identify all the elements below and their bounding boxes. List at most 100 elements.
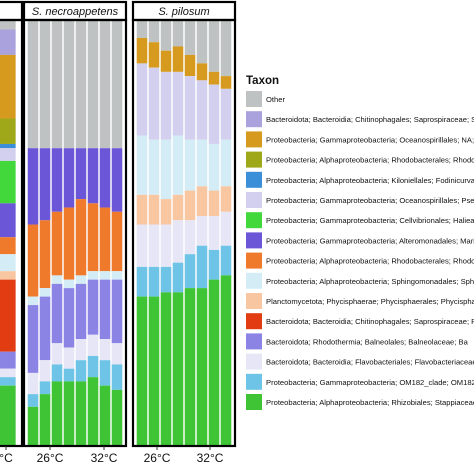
bar-segment [208, 249, 220, 280]
bar-segment [0, 237, 16, 255]
legend-entry: Proteobacteria; Alphaproteobacteria; Rhi… [246, 394, 474, 410]
bar-segment [0, 203, 16, 238]
panel-background [133, 20, 235, 446]
bar-segment [160, 292, 172, 445]
bar-segment [172, 292, 184, 445]
bar-segment [39, 220, 51, 289]
bar-segment [51, 211, 63, 276]
bar-segment [0, 271, 16, 280]
legend-entry: Bacteroidota; Bacteroidia; Chitinophagal… [246, 313, 474, 330]
bar-segment [196, 186, 208, 217]
bar-segment [136, 63, 148, 136]
bar-segment [63, 347, 75, 369]
bar-segment [99, 279, 111, 339]
bar-segment [196, 63, 208, 81]
bar-segment [172, 262, 184, 293]
bar-segment [0, 143, 16, 149]
bar-segment [87, 334, 99, 356]
bar-segment [51, 21, 63, 149]
legend-label: Proteobacteria; Alphaproteobacteria; Sph… [266, 277, 474, 286]
strip-frame [131, 0, 237, 22]
bar-segment [220, 76, 232, 89]
legend-entry: Proteobacteria; Alphaproteobacteria; Sph… [246, 272, 474, 289]
strip-frame [22, 0, 128, 22]
bar-segment [160, 266, 172, 293]
bar-segment [220, 88, 232, 140]
legend-swatch [246, 293, 262, 309]
bar-segment [184, 190, 196, 221]
legend-entry: Planctomycetota; Phycisphaerae; Phycisph… [246, 293, 474, 309]
bar-segment [0, 54, 16, 119]
bar-segment [75, 21, 87, 149]
bar-segment [136, 194, 148, 225]
panel-2: S. pilosum 26°C 32°C [131, 0, 237, 465]
bar-segment [208, 21, 220, 72]
bar-segment [148, 194, 160, 225]
legend-label: Bacteroidota; Bacteroidia; Chitinophagal… [266, 115, 474, 124]
bar-segment [27, 305, 39, 373]
bar-segment [148, 67, 160, 140]
bar-segment [136, 296, 148, 445]
bar-segment [87, 355, 99, 378]
bar-segment [160, 21, 172, 51]
bar-segment [111, 364, 123, 390]
bar-segment [0, 385, 16, 445]
bar-segment [160, 50, 172, 72]
bar-segment [0, 368, 16, 378]
bar-segment [63, 288, 75, 348]
bar-segment [99, 271, 111, 280]
legend-swatch [246, 171, 262, 188]
bar-segment [87, 21, 99, 149]
bar-segment [111, 343, 123, 365]
legend-swatch [246, 111, 262, 128]
bar-segment [196, 80, 208, 140]
bar-segment [51, 364, 63, 382]
bar-segment [172, 46, 184, 72]
bar-segment [63, 368, 75, 382]
bar-segment [0, 377, 16, 386]
x-tick-label: 32°C [197, 451, 224, 465]
bar-segment [111, 389, 123, 445]
bar-segment [148, 42, 160, 68]
legend-label: Proteobacteria; Alphaproteobacteria; Rho… [266, 156, 474, 165]
legend-label: Bacteroidota; Rhodothermia; Balneolales;… [266, 337, 469, 346]
bar-segment [27, 394, 39, 407]
bar-segment [220, 139, 232, 187]
bar-segment [51, 343, 63, 365]
bar-segment [184, 288, 196, 445]
bar-segment [208, 279, 220, 445]
bar-segment [75, 339, 87, 361]
panel-title: S. necroappetens [32, 6, 119, 18]
legend-swatch [246, 313, 262, 330]
bar-segment [172, 21, 184, 47]
bar-segment [27, 406, 39, 445]
bar-segment [27, 148, 39, 225]
bar-segment [172, 71, 184, 136]
bar-segment [27, 372, 39, 395]
bar-segment [99, 360, 111, 386]
legend-label: Proteobacteria; Gammaproteobacteria; Alt… [266, 236, 474, 245]
bar-segment [75, 275, 87, 284]
bar-segment [160, 199, 172, 225]
bar-segment [111, 211, 123, 272]
panel-frame [0, 18, 24, 448]
bar-segment [0, 21, 16, 30]
bar-segment [160, 71, 172, 140]
bar-segment [39, 360, 51, 382]
legend-label: Proteobacteria; Gammaproteobacteria; Oce… [266, 135, 474, 144]
legend-entry: Bacteroidota; Bacteroidia; Flavobacteria… [246, 353, 474, 370]
bar-segment [87, 279, 99, 335]
legend-swatch [246, 272, 262, 289]
bar-segment [39, 381, 51, 395]
legend-swatch [246, 333, 262, 350]
legend-label: Bacteroidota; Bacteroidia; Flavobacteria… [266, 358, 474, 367]
bar-segment [220, 211, 232, 246]
bar-segment [172, 194, 184, 221]
bar-segment [99, 339, 111, 361]
bar-segment [111, 271, 123, 280]
bar-segment [136, 37, 148, 64]
bar-segment [111, 21, 123, 149]
bar-segment [196, 216, 208, 246]
bar-segment [0, 279, 16, 352]
